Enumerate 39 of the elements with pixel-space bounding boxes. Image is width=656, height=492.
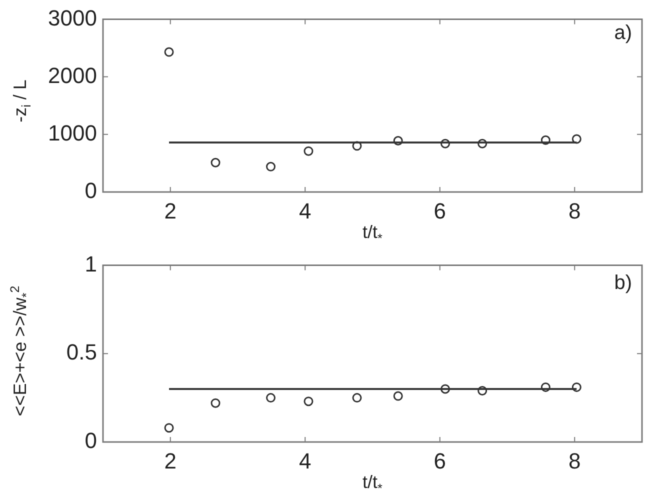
- y-tick-label: 1000: [48, 120, 97, 146]
- point: [540, 382, 550, 392]
- x-axis-title: t/t$_{*}$: [362, 222, 382, 246]
- x-tick-label: 8: [568, 448, 581, 474]
- point: [352, 141, 362, 151]
- point: [440, 138, 450, 148]
- point: [478, 386, 488, 396]
- annotation: b): [614, 272, 632, 295]
- point: [393, 136, 403, 146]
- point: [164, 47, 174, 57]
- x-tick-label: 4: [299, 198, 312, 224]
- x-tick-label: 4: [299, 448, 312, 474]
- point: [164, 423, 174, 433]
- point: [572, 134, 582, 144]
- point: [210, 158, 220, 168]
- x-tick-label: 2: [164, 198, 176, 224]
- y-tick-label: 0.5: [66, 340, 97, 365]
- point: [572, 382, 582, 392]
- point: [393, 391, 403, 401]
- annotation: a): [614, 22, 632, 45]
- x-tick-label: 6: [434, 198, 446, 224]
- x-tick-label: 8: [568, 198, 581, 224]
- point: [440, 384, 450, 394]
- point: [266, 162, 276, 172]
- x-tick-label: 6: [434, 448, 446, 474]
- y-tick-label: 3000: [48, 5, 97, 30]
- y-tick-label: 2000: [48, 62, 97, 88]
- x-axis-title: t/t$_{*}$: [362, 472, 382, 492]
- y-tick-label: 0: [84, 428, 97, 454]
- point: [304, 396, 314, 406]
- point: [210, 398, 220, 408]
- point: [304, 146, 314, 156]
- point: [478, 138, 488, 148]
- point: [540, 135, 550, 145]
- point: [266, 393, 276, 403]
- y-tick-label: 0: [84, 178, 97, 204]
- y-tick-label: 1: [84, 251, 97, 276]
- point: [352, 393, 362, 403]
- x-tick-label: 2: [164, 448, 176, 474]
